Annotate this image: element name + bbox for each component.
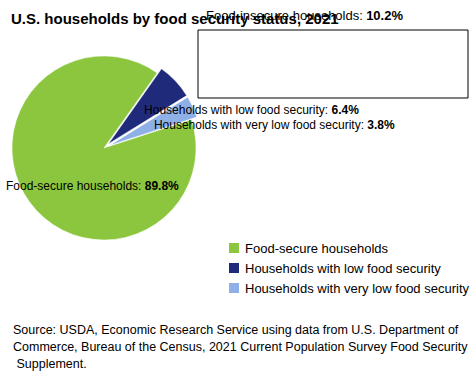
svg-text:Food-secure households:: Food-secure households: [6,179,141,193]
svg-text:3.8%: 3.8% [367,118,395,132]
svg-text:89.8%: 89.8% [145,179,179,193]
svg-text:Source: USDA, Economic Researc: Source: USDA, Economic Research Service … [13,323,462,337]
svg-text:Food-secure households: Food-secure households [245,241,389,256]
svg-text:Households with very low food: Households with very low food security: [154,118,364,132]
svg-text:Supplement.: Supplement. [13,357,87,371]
svg-text:Households with very low food: Households with very low food security [245,281,469,296]
svg-text:Households with low food secur: Households with low food security: [144,103,328,117]
svg-text:10.2%: 10.2% [366,8,403,23]
svg-text:Commerce, Bureau of the Census: Commerce, Bureau of the Census, 2021 Cur… [13,340,468,354]
svg-text:U.S. households by food securi: U.S. households by food security status,… [11,10,339,27]
svg-text:Households with low food secur: Households with low food security [245,261,441,276]
svg-text:6.4%: 6.4% [332,103,360,117]
